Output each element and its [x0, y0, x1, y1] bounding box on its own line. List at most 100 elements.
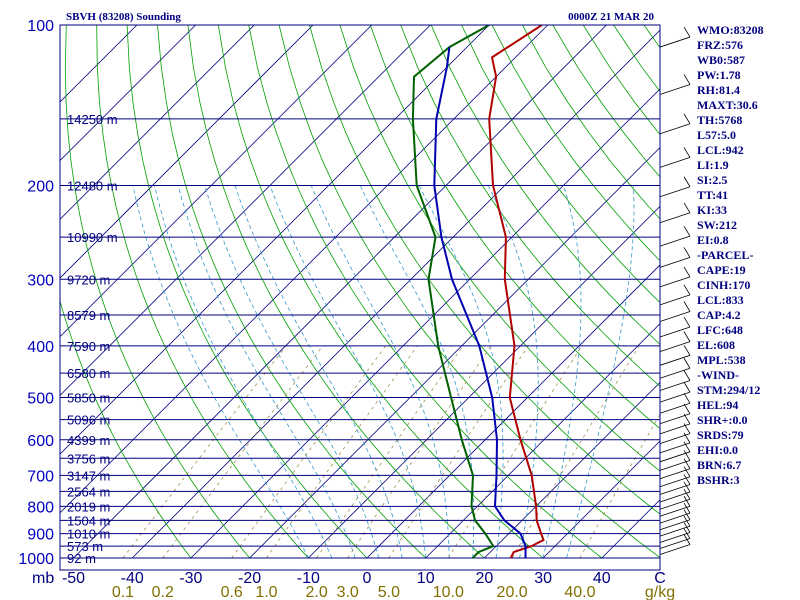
index-value: EI:0.8	[697, 233, 729, 247]
height-label: 92 m	[67, 551, 96, 566]
wind-barb-icon	[659, 311, 691, 322]
wind-barb-icon	[683, 528, 691, 539]
wind-barb-icon	[659, 451, 691, 463]
mixing-ratio-label: 0.6	[221, 584, 243, 600]
mixing-ratio-labels: 0.1 0.2 0.6 1.0 2.0 3.0 5.0 10.0 20.0 40.0 g/kg	[112, 584, 675, 600]
wind-barb-icon	[683, 266, 691, 278]
moist-adiabat-line	[234, 185, 403, 559]
index-value: CINH:170	[697, 278, 750, 292]
mixing-ratio-label: 2.0	[305, 584, 327, 600]
pressure-tick-label: 100	[27, 18, 54, 35]
temperature-tick-label: -50	[62, 570, 85, 587]
pressure-tick-label: 800	[27, 499, 54, 516]
pressure-tick-label: 300	[27, 272, 54, 289]
wind-barb-icon	[683, 26, 691, 38]
temperature-tick-label: 20	[476, 570, 494, 587]
pressure-tick-label: 400	[27, 339, 54, 356]
wind-barb-icon	[659, 505, 691, 517]
height-label: 6580 m	[67, 366, 110, 381]
height-label: 12480 m	[67, 178, 118, 193]
pressure-tick-label: 200	[27, 178, 54, 195]
height-label: 1504 m	[67, 513, 110, 528]
wind-barb-icon	[683, 381, 691, 393]
wind-barb-icon	[683, 534, 691, 545]
wind-barb-icon	[659, 544, 691, 555]
index-value: HEL:94	[697, 398, 738, 412]
temperature-tick-label: -40	[121, 570, 144, 587]
index-value: RH:81.4	[697, 83, 740, 97]
wind-barb-icon	[659, 326, 691, 338]
wind-barb-icon	[683, 202, 691, 213]
parcel-trace	[433, 46, 527, 559]
pressure-unit-label: mb	[32, 570, 54, 587]
wind-barb-icon	[683, 441, 691, 453]
mixing-ratio-label: 0.2	[152, 584, 174, 600]
wind-barb-icon	[683, 301, 691, 312]
isotherm-line	[366, 264, 660, 559]
wind-barb-icon	[683, 345, 691, 356]
index-value: L57:5.0	[697, 128, 736, 142]
wind-barb-icon	[659, 367, 691, 379]
index-value: MPL:538	[697, 353, 746, 367]
wind-barb-icon	[659, 491, 691, 503]
temperature-tick-label: 10	[417, 570, 435, 587]
index-value: EHI:0.0	[697, 443, 738, 457]
isotherm-line	[60, 25, 255, 220]
mixing-ratio-label: 1.0	[255, 584, 277, 600]
height-label: 2564 m	[67, 484, 110, 499]
temperature-tick-label: 0	[363, 570, 372, 587]
height-labels: 14250 m 12480 m 10990 m 9720 m 8579 m 7590 m 6…	[67, 112, 118, 566]
mixing-ratio-label: 20.0	[497, 584, 528, 600]
wind-barb-icon	[659, 484, 691, 495]
wind-barb-icon	[659, 512, 691, 524]
wind-barb-icon	[683, 316, 691, 328]
wind-barb-icon	[683, 176, 691, 187]
valid-time: 0000Z 21 MAR 20	[568, 11, 654, 23]
index-value: WB0:587	[697, 53, 745, 67]
wind-barb-icon	[683, 496, 691, 507]
temperature-tick-label: C	[654, 570, 666, 587]
wind-barb-icon	[683, 450, 691, 461]
wind-barb-icon	[659, 476, 691, 488]
wind-barb-icon	[659, 36, 691, 48]
height-label: 8579 m	[67, 308, 110, 323]
height-label: 3756 m	[67, 451, 110, 466]
isotherm-line	[249, 147, 660, 559]
station-title: SBVH (83208) Sounding	[66, 11, 181, 23]
index-panel: WMO:83208FRZ:576WB0:587PW:1.78RH:81.4MAX…	[697, 23, 764, 487]
height-label: 1010 m	[67, 527, 110, 542]
height-label: 4399 m	[67, 433, 110, 448]
isotherm-line	[60, 25, 490, 455]
wind-barb-icon	[683, 147, 691, 158]
wind-barb-icon	[659, 257, 691, 268]
moist-adiabat-line	[177, 185, 356, 559]
index-value: TH:5768	[697, 113, 742, 127]
wind-barb-icon	[683, 522, 691, 533]
index-value: SHR+:0.0	[697, 413, 748, 427]
wind-barb-icon	[683, 413, 691, 425]
wind-barb-icon	[683, 474, 691, 485]
dewpoint-trace	[411, 25, 495, 559]
wind-barb-icon	[659, 276, 691, 288]
mixing-ratio-label: 40.0	[564, 584, 595, 600]
isotherm-line	[308, 205, 660, 559]
pressure-tick-label: 900	[27, 527, 54, 544]
height-label: 5850 m	[67, 391, 110, 406]
isotherm-line	[542, 440, 660, 559]
index-value: LFC:648	[697, 323, 743, 337]
index-value: MAXT:30.6	[697, 98, 758, 112]
wind-barb-icon	[683, 370, 691, 381]
pressure-axis-labels: 100 200 300 400 500 600 700 800 900 1000	[18, 18, 54, 568]
index-value: PW:1.78	[697, 68, 741, 82]
wind-barb-icon	[683, 331, 691, 342]
wind-barb-icon	[683, 481, 691, 493]
plot-frame	[59, 24, 661, 571]
wind-barb-icon	[659, 460, 691, 471]
wind-barb-icon	[659, 235, 691, 247]
index-value: -PARCEL-	[697, 248, 753, 262]
height-label: 9720 m	[67, 272, 110, 287]
index-value: FRZ:576	[697, 38, 743, 52]
wind-barb-icon	[683, 489, 691, 500]
height-label: 10990 m	[67, 230, 118, 245]
